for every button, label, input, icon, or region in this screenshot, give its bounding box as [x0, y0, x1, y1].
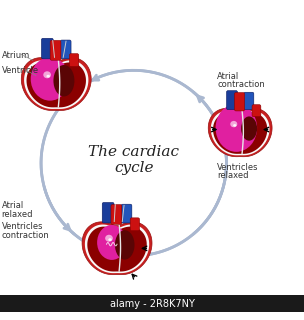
- FancyBboxPatch shape: [130, 218, 140, 231]
- FancyBboxPatch shape: [111, 204, 122, 224]
- Polygon shape: [21, 58, 91, 110]
- Text: alamy - 2R8K7NY: alamy - 2R8K7NY: [109, 299, 195, 309]
- Bar: [0, 295, 304, 312]
- Ellipse shape: [47, 75, 50, 77]
- Polygon shape: [85, 225, 149, 273]
- Text: Ventricles: Ventricles: [2, 222, 43, 231]
- Ellipse shape: [108, 238, 112, 241]
- FancyBboxPatch shape: [69, 54, 79, 67]
- FancyBboxPatch shape: [60, 40, 71, 59]
- Ellipse shape: [54, 65, 74, 96]
- Polygon shape: [26, 62, 86, 107]
- FancyBboxPatch shape: [41, 38, 53, 59]
- Ellipse shape: [230, 121, 237, 127]
- Text: Atrium: Atrium: [2, 51, 30, 60]
- Text: Ventricle: Ventricle: [2, 66, 39, 75]
- Ellipse shape: [97, 225, 126, 260]
- Text: relaxed: relaxed: [217, 171, 249, 180]
- FancyBboxPatch shape: [102, 203, 114, 223]
- Polygon shape: [24, 60, 88, 109]
- FancyBboxPatch shape: [50, 40, 61, 60]
- Text: The cardiac
cycle: The cardiac cycle: [88, 145, 179, 175]
- Polygon shape: [82, 222, 152, 275]
- FancyBboxPatch shape: [252, 105, 261, 117]
- Text: relaxed: relaxed: [2, 210, 33, 219]
- Text: Ventricles: Ventricles: [217, 163, 259, 172]
- Ellipse shape: [105, 235, 113, 242]
- FancyBboxPatch shape: [226, 91, 237, 110]
- Text: contraction: contraction: [2, 231, 49, 241]
- Polygon shape: [211, 111, 270, 155]
- Text: contraction: contraction: [217, 80, 265, 89]
- Text: Atrial: Atrial: [217, 72, 240, 81]
- Polygon shape: [213, 113, 267, 154]
- Ellipse shape: [241, 116, 257, 141]
- Polygon shape: [208, 108, 272, 157]
- Text: Atrial: Atrial: [2, 201, 24, 210]
- Ellipse shape: [233, 124, 236, 127]
- Ellipse shape: [216, 104, 257, 152]
- Ellipse shape: [43, 71, 51, 78]
- FancyBboxPatch shape: [234, 92, 244, 111]
- FancyBboxPatch shape: [121, 204, 132, 223]
- Ellipse shape: [31, 57, 69, 101]
- FancyBboxPatch shape: [244, 92, 254, 110]
- Ellipse shape: [115, 230, 134, 260]
- Polygon shape: [87, 227, 147, 271]
